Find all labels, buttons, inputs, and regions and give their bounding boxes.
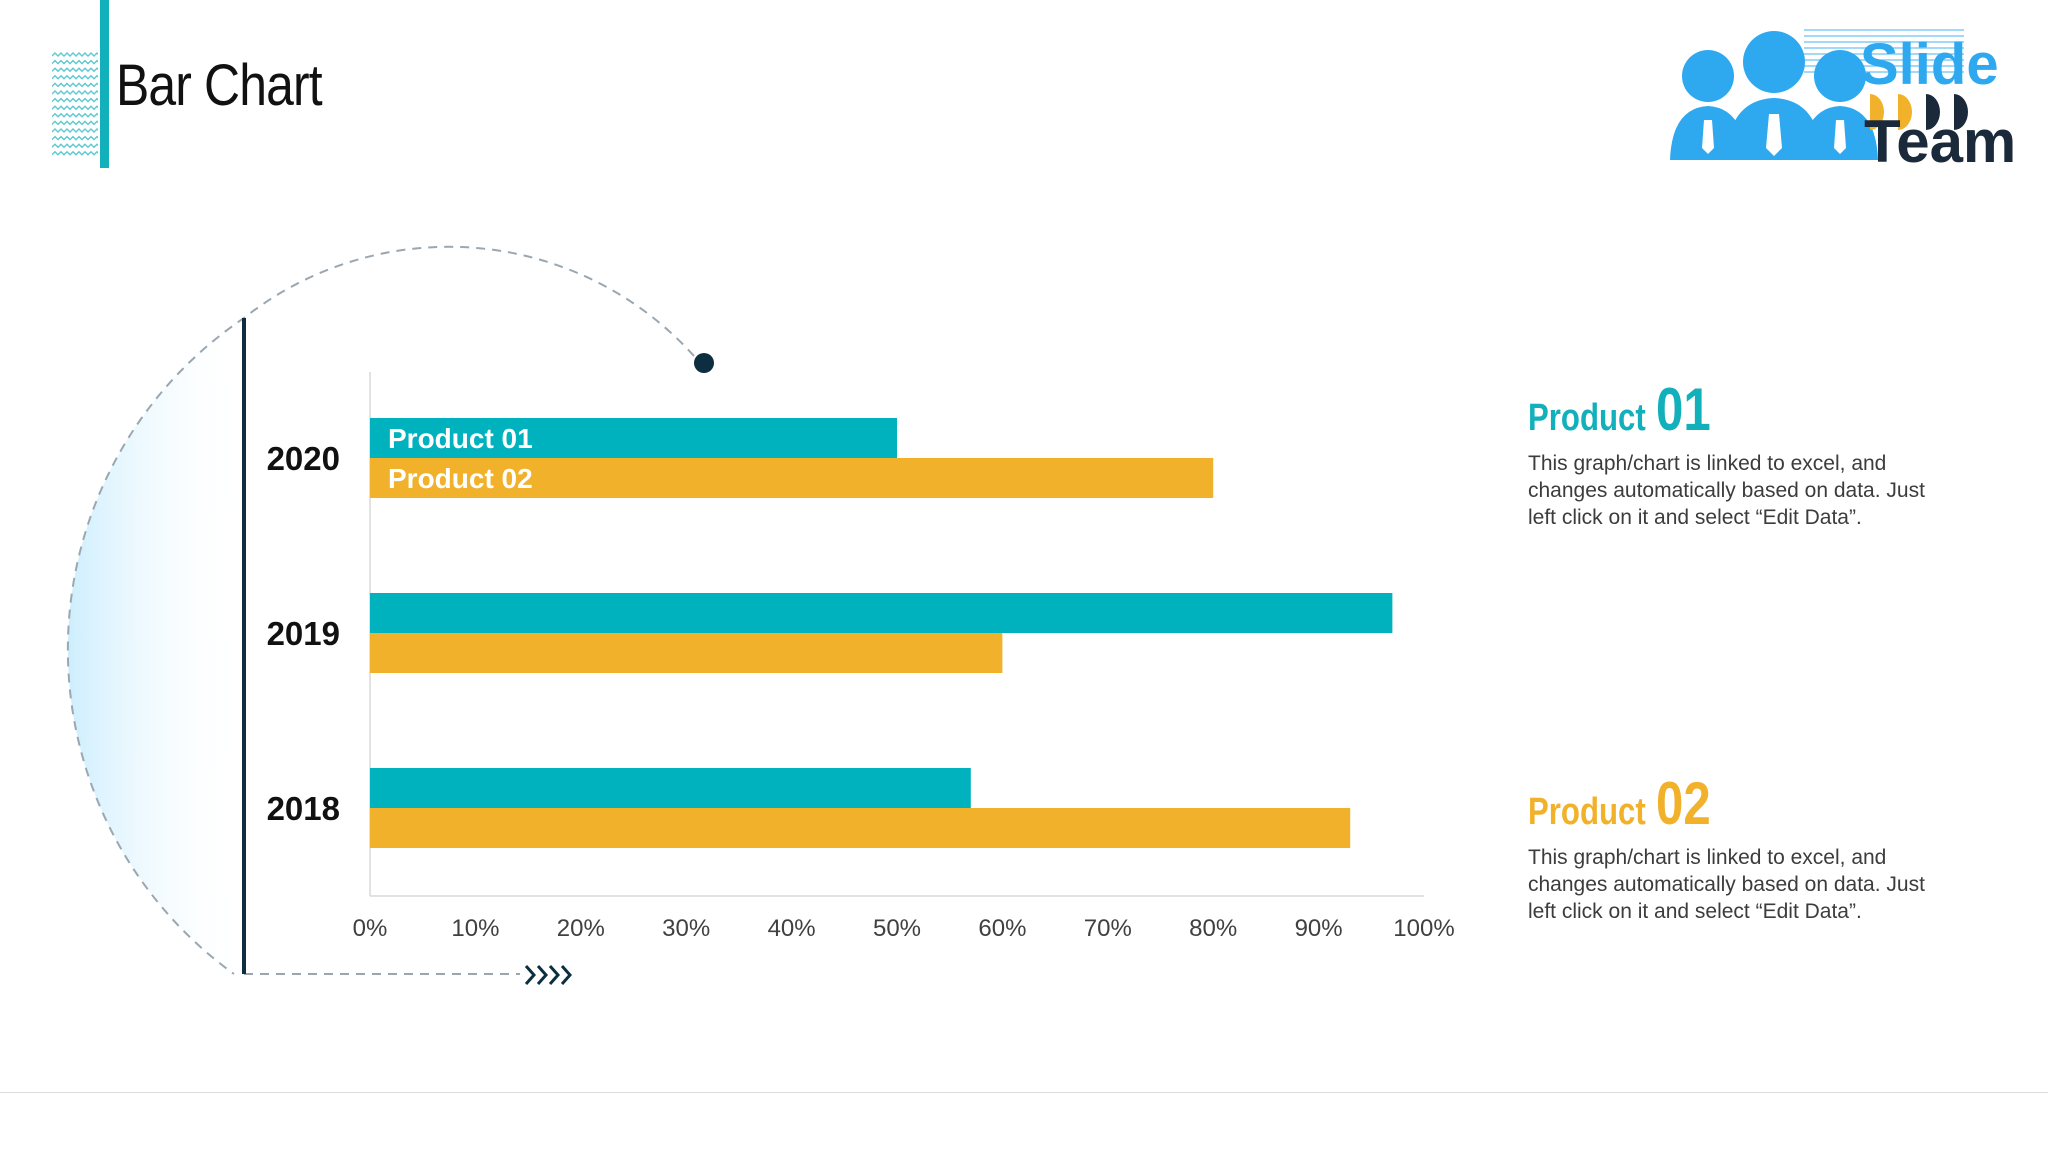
panel-description: This graph/chart is linked to excel, and… bbox=[1528, 452, 1925, 529]
logo-word-team: Team bbox=[1864, 108, 2017, 175]
panel-product-01: Product 01 This graph/chart is linked to… bbox=[1528, 380, 1968, 531]
bar-2020-series-1 bbox=[370, 418, 897, 458]
footer-divider bbox=[0, 1092, 2048, 1093]
panel-heading-product-01: Product 01 bbox=[1528, 380, 1968, 440]
x-tick-label: 80% bbox=[1189, 915, 1237, 942]
panel-product-02: Product 02 This graph/chart is linked to… bbox=[1528, 774, 1968, 925]
x-tick-label: 50% bbox=[873, 915, 921, 942]
x-tick-label: 70% bbox=[1084, 915, 1132, 942]
bar-2018-series-1 bbox=[370, 768, 971, 808]
category-label-2018: 2018 bbox=[267, 790, 340, 827]
x-tick-label: 30% bbox=[662, 915, 710, 942]
series-label-2: Product 02 bbox=[388, 463, 533, 494]
x-tick-label: 100% bbox=[1393, 915, 1454, 942]
dashed-arc bbox=[66, 245, 695, 975]
panel-number: 01 bbox=[1656, 376, 1711, 443]
x-tick-label: 0% bbox=[353, 915, 388, 942]
logo-word-slide: Slide bbox=[1860, 32, 1999, 97]
bar-2019-series-2 bbox=[370, 633, 1003, 673]
x-tick-label: 20% bbox=[557, 915, 605, 942]
bar-2020-series-2 bbox=[370, 458, 1214, 498]
bar-2019-series-1 bbox=[370, 593, 1393, 633]
x-tick-label: 60% bbox=[978, 915, 1026, 942]
bar-2018-series-2 bbox=[370, 808, 1351, 848]
x-tick-label: 90% bbox=[1295, 915, 1343, 942]
panel-number: 02 bbox=[1656, 770, 1711, 837]
title-zigzag-pattern bbox=[52, 52, 98, 156]
category-label-2020: 2020 bbox=[267, 440, 340, 477]
logo-people-icon bbox=[1670, 29, 1968, 160]
slideteam-logo: Slide Team bbox=[1664, 26, 2024, 172]
slide-title: Bar Chart bbox=[116, 53, 323, 118]
x-tick-label: 40% bbox=[768, 915, 816, 942]
panel-word: Product bbox=[1528, 791, 1646, 833]
panel-heading-product-02: Product 02 bbox=[1528, 774, 1968, 834]
gradient-half-circle bbox=[67, 318, 245, 974]
series-label-1: Product 01 bbox=[388, 423, 533, 454]
panel-description: This graph/chart is linked to excel, and… bbox=[1528, 846, 1925, 923]
title-accent-bar bbox=[100, 0, 109, 168]
x-tick-label: 10% bbox=[451, 915, 499, 942]
panel-word: Product bbox=[1528, 397, 1646, 439]
chevrons-icon bbox=[524, 965, 573, 985]
arc-end-dot bbox=[694, 353, 714, 373]
category-label-2019: 2019 bbox=[267, 615, 340, 652]
